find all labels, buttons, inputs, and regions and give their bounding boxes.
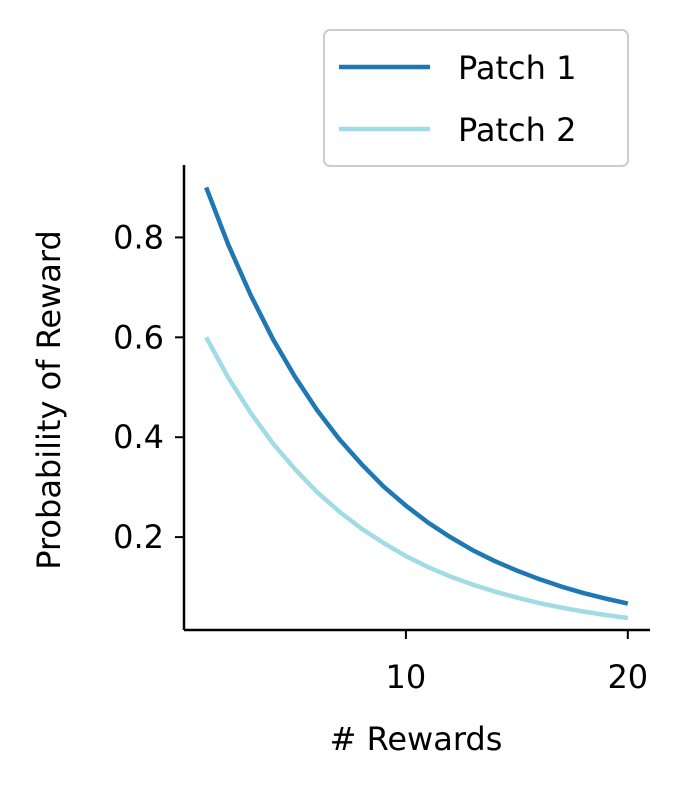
plot-area	[204, 186, 629, 621]
y-tick-label: 0.6	[113, 318, 164, 356]
legend-frame	[323, 29, 629, 167]
y-tick-label: 0.4	[113, 418, 164, 456]
legend-label-patch-2: Patch 2	[458, 111, 576, 149]
legend-label-patch-1: Patch 1	[458, 49, 576, 87]
x-axis-label: # Rewards	[330, 720, 503, 758]
legend: Patch 1 Patch 2	[323, 29, 629, 167]
series-line-patch-1	[204, 186, 629, 606]
x-axis-ticks: 10 20	[386, 630, 648, 696]
y-axis-ticks: 0.2 0.4 0.6 0.8	[113, 218, 184, 556]
y-tick-label: 0.8	[113, 218, 164, 256]
series-line-patch-2	[204, 336, 629, 621]
x-tick-label: 20	[607, 658, 648, 696]
y-tick-label: 0.2	[113, 518, 164, 556]
x-tick-label: 10	[386, 658, 427, 696]
y-axis-label: Probability of Reward	[30, 230, 68, 570]
